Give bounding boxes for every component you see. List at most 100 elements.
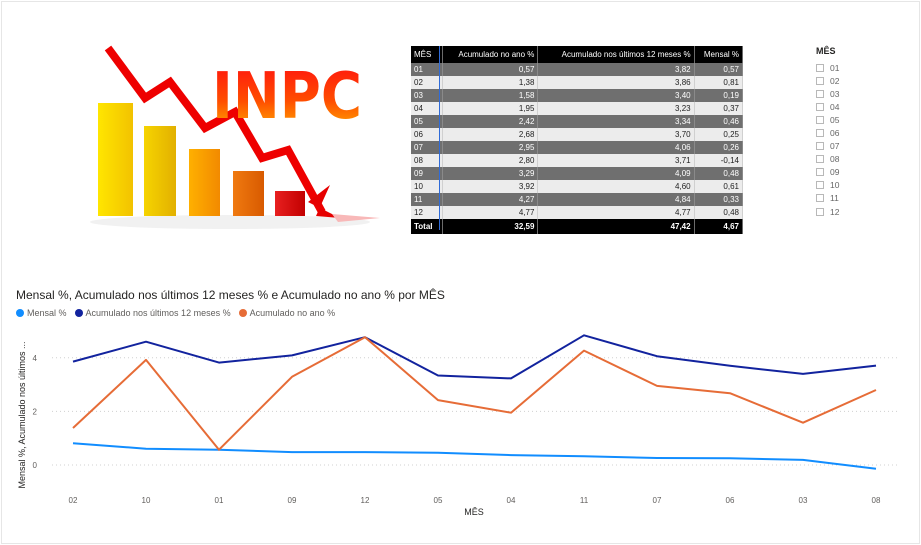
inpc-logo: INPC (90, 45, 380, 229)
table-header-row: MÊS Acumulado no ano % Acumulado nos últ… (411, 46, 744, 63)
table-cell: 4,77 (537, 206, 695, 219)
x-tick-label: 10 (142, 496, 151, 505)
column-header-acumulado-ano[interactable]: Acumulado no ano % (442, 46, 539, 63)
series-line-2[interactable] (72, 334, 877, 380)
x-tick-label: 02 (69, 496, 78, 505)
column-header-mes[interactable]: MÊS (411, 46, 443, 63)
table-cell: 02 (411, 76, 443, 89)
table-cell: 3,70 (537, 128, 695, 141)
checkbox-icon[interactable] (816, 115, 824, 124)
table-cell: 3,82 (537, 63, 695, 76)
checkbox-icon[interactable] (816, 142, 824, 151)
table-row[interactable]: 10 3,92 4,60 0,61 (411, 180, 744, 193)
legend-dot (74, 309, 83, 317)
table-cell: 12 (411, 206, 443, 219)
x-tick-label: 07 (653, 496, 662, 505)
table-cell: 09 (411, 167, 443, 180)
table-row[interactable]: 03 1,58 3,40 0,19 (411, 89, 744, 102)
table-cell: 0,33 (694, 193, 744, 206)
x-tick-label: 04 (507, 496, 516, 505)
table-cell: 0,46 (694, 115, 744, 128)
legend-label: Mensal % (27, 308, 67, 318)
table-row[interactable]: 08 2,80 3,71 -0,14 (411, 154, 744, 167)
table-row[interactable]: 12 4,77 4,77 0,48 (411, 206, 744, 219)
table-cell: 0,48 (694, 167, 744, 180)
inpc-table[interactable]: MÊS Acumulado no ano % Acumulado nos últ… (411, 46, 744, 234)
slicer-item[interactable]: 06 (816, 126, 906, 139)
x-tick-label: 08 (872, 496, 881, 505)
table-cell: 04 (411, 102, 443, 115)
slicer-item[interactable]: 09 (816, 166, 906, 179)
slicer-item[interactable]: 03 (816, 87, 906, 100)
slicer-item-label: 07 (830, 141, 840, 152)
slicer-item-label: 11 (830, 193, 839, 204)
slicer-item[interactable]: 12 (816, 205, 906, 218)
x-tick-label: 09 (288, 496, 297, 505)
checkbox-icon[interactable] (816, 181, 824, 190)
series-line-1[interactable] (72, 442, 877, 470)
slicer-item[interactable]: 08 (816, 153, 906, 166)
series-line-3[interactable] (72, 336, 877, 451)
slicer-item[interactable]: 11 (816, 192, 906, 205)
table-cell: 3,40 (537, 89, 695, 102)
legend-item-acumulado-12-meses[interactable]: Acumulado nos últimos 12 meses % (74, 308, 231, 318)
table-cell: 3,34 (537, 115, 695, 128)
table-row[interactable]: 07 2,95 4,06 0,26 (411, 141, 744, 154)
legend-item-mensal[interactable]: Mensal % (16, 308, 67, 318)
checkbox-icon[interactable] (816, 207, 824, 216)
table-cell: 0,37 (694, 102, 744, 115)
checkbox-icon[interactable] (816, 89, 824, 98)
table-row[interactable]: 09 3,29 4,09 0,48 (411, 167, 744, 180)
table-cell: 4,06 (537, 141, 695, 154)
table-cell: 06 (411, 128, 443, 141)
legend-label: Acumulado no ano % (249, 308, 336, 318)
table-cell: 08 (411, 154, 443, 167)
table-row[interactable]: 05 2,42 3,34 0,46 (411, 115, 744, 128)
table-row[interactable]: 06 2,68 3,70 0,25 (411, 128, 744, 141)
table-cell: 0,61 (694, 180, 744, 193)
slicer-item[interactable]: 10 (816, 179, 906, 192)
column-header-mensal[interactable]: Mensal % (694, 46, 744, 63)
table-cell: 0,25 (694, 128, 744, 141)
column-header-acumulado-12-meses[interactable]: Acumulado nos últimos 12 meses % (537, 46, 695, 63)
table-row[interactable]: 02 1,38 3,86 0,81 (411, 76, 744, 89)
slicer-item-label: 04 (830, 101, 840, 112)
checkbox-icon[interactable] (816, 102, 824, 111)
legend-item-acumulado-ano[interactable]: Acumulado no ano % (238, 308, 336, 318)
table-cell: -0,14 (694, 154, 744, 167)
checkbox-icon[interactable] (816, 129, 824, 138)
table-cell: 0,19 (694, 89, 744, 102)
legend-dot (16, 309, 24, 317)
table-cell: 07 (411, 141, 443, 154)
checkbox-icon[interactable] (816, 168, 824, 177)
y-tick-label: 4 (33, 354, 38, 363)
total-cell: 47,42 (537, 219, 695, 234)
slicer-item[interactable]: 05 (816, 113, 906, 126)
slicer-item[interactable]: 01 (816, 61, 906, 74)
table-cell: 4,60 (537, 180, 695, 193)
checkbox-icon[interactable] (816, 76, 824, 85)
table-cell: 0,57 (694, 63, 744, 76)
total-cell: 4,67 (694, 219, 744, 234)
checkbox-icon[interactable] (816, 63, 824, 72)
table-row[interactable]: 04 1,95 3,23 0,37 (411, 102, 744, 115)
checkbox-icon[interactable] (816, 194, 824, 203)
table-cell: 1,58 (442, 89, 539, 102)
table-cell: 3,23 (537, 102, 695, 115)
slicer-item[interactable]: 02 (816, 74, 906, 87)
slicer-item[interactable]: 07 (816, 140, 906, 153)
table-row[interactable]: 01 0,57 3,82 0,57 (411, 63, 744, 76)
table-cell: 1,38 (442, 76, 539, 89)
x-tick-label: 12 (361, 496, 370, 505)
legend-label: Acumulado nos últimos 12 meses % (85, 308, 231, 318)
column-resize-indicator (439, 46, 440, 230)
slicer-item[interactable]: 04 (816, 100, 906, 113)
x-axis-title: MÊS (464, 507, 484, 517)
table-row[interactable]: 11 4,27 4,84 0,33 (411, 193, 744, 206)
checkbox-icon[interactable] (816, 155, 824, 164)
table-cell: 0,48 (694, 206, 744, 219)
slicer-item-label: 08 (830, 154, 840, 165)
table-cell: 3,86 (537, 76, 695, 89)
